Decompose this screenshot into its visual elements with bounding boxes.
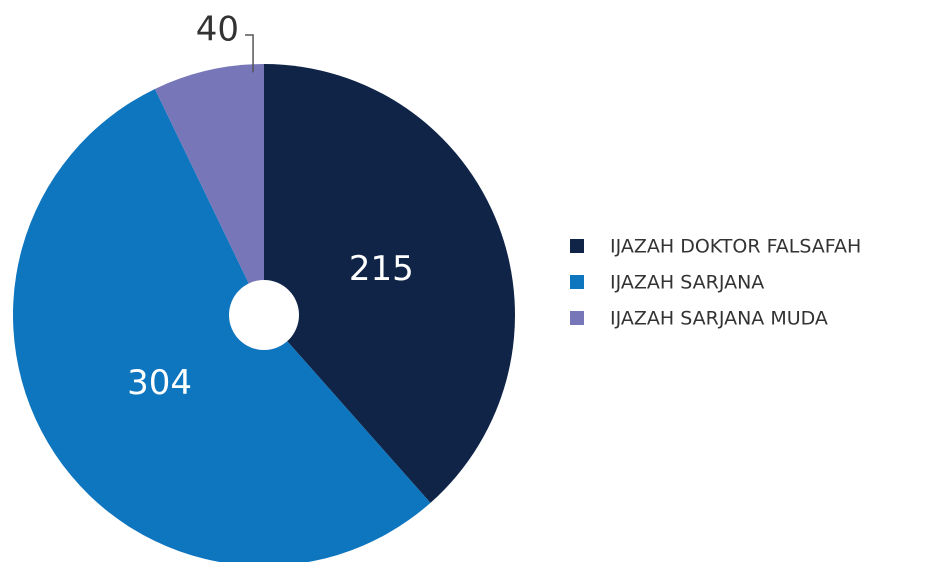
data-label: 215 bbox=[349, 249, 414, 289]
legend-swatch bbox=[570, 239, 584, 253]
legend-label: IJAZAH SARJANA MUDA bbox=[610, 308, 828, 330]
legend-swatch bbox=[570, 275, 584, 289]
pie-slice bbox=[154, 64, 264, 315]
legend-label: IJAZAH SARJANA bbox=[610, 272, 764, 294]
data-label: 40 bbox=[196, 10, 239, 50]
legend-label: IJAZAH DOKTOR FALSAFAH bbox=[610, 236, 861, 258]
donut-hole bbox=[229, 280, 299, 350]
data-label: 304 bbox=[127, 363, 192, 403]
legend-swatch bbox=[570, 311, 584, 325]
pie-slice bbox=[13, 88, 431, 562]
pie-slice bbox=[264, 64, 515, 503]
leader-line bbox=[245, 34, 254, 73]
